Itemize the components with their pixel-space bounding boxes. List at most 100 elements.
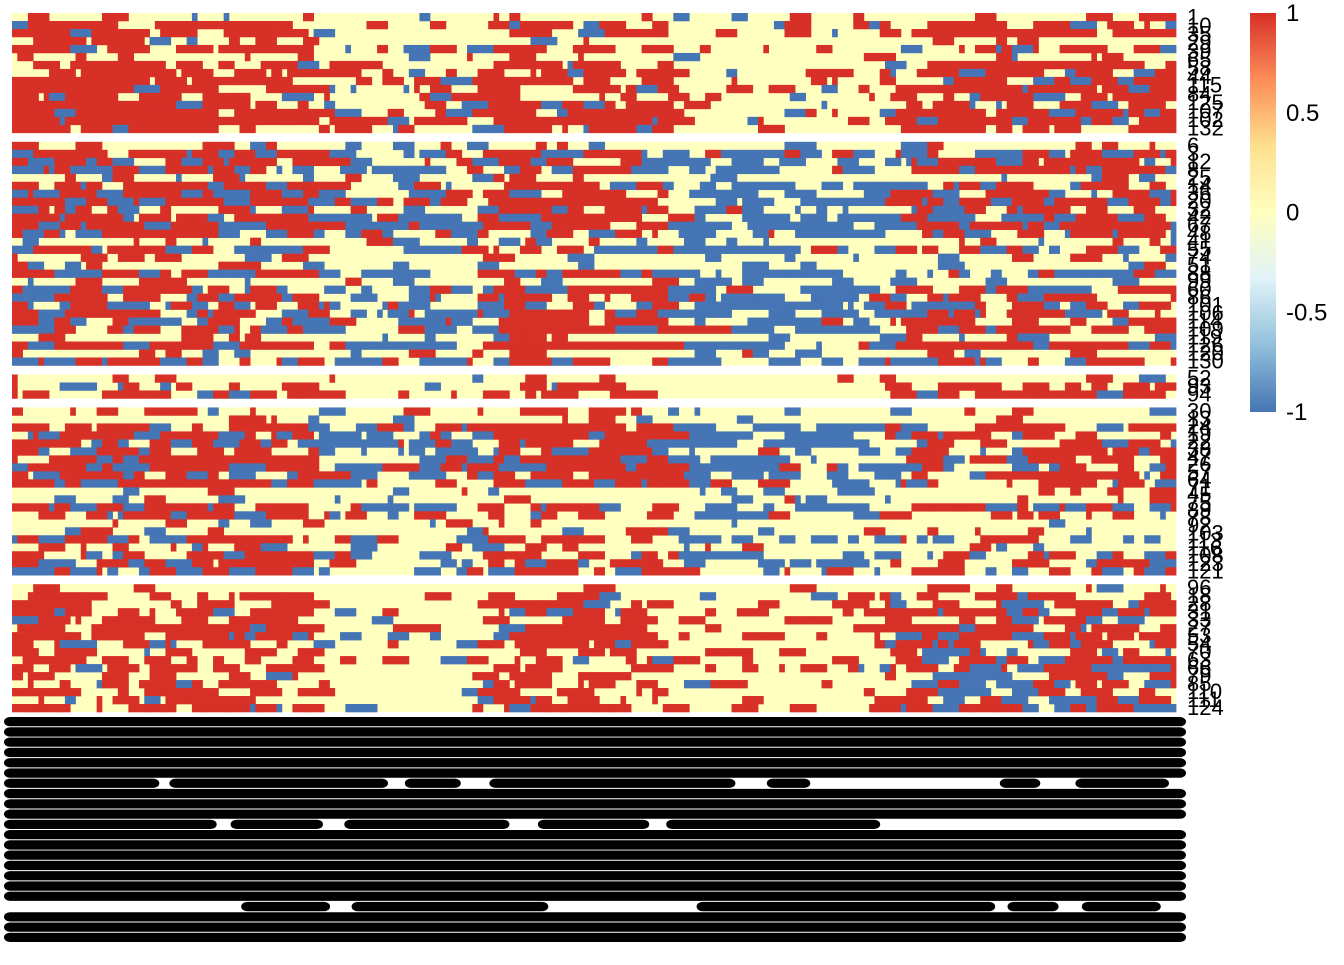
heatmap-cell — [959, 341, 981, 350]
heatmap-cell — [985, 608, 1008, 617]
heatmap-cell — [588, 463, 595, 472]
heatmap-cell — [239, 341, 251, 350]
heatmap-cell — [1123, 253, 1129, 262]
heatmap-cell — [144, 357, 161, 366]
heatmap-cell — [49, 357, 76, 366]
heatmap-cell — [451, 213, 463, 222]
heatmap-cell — [1006, 92, 1034, 102]
heatmap-cell — [932, 36, 944, 46]
heatmap-cell — [482, 527, 489, 536]
heatmap-cell — [895, 285, 907, 294]
heatmap-cell — [535, 245, 542, 254]
heatmap-cell — [1017, 423, 1034, 432]
heatmap-cell — [49, 503, 55, 512]
heatmap-cell — [191, 13, 198, 22]
heatmap-cell — [292, 108, 314, 118]
heatmap-cell — [213, 181, 219, 191]
heatmap-cell — [525, 455, 542, 464]
heatmap-cell — [519, 455, 526, 464]
heatmap-cell — [86, 463, 103, 472]
heatmap-cell — [567, 696, 574, 705]
heatmap-cell — [1054, 124, 1082, 134]
heatmap-cell — [54, 84, 66, 94]
heatmap-cell — [276, 181, 288, 191]
heatmap-cell — [202, 640, 209, 649]
heatmap-cell — [885, 423, 902, 432]
heatmap-cell — [842, 503, 870, 512]
heatmap-row — [38, 333, 1177, 342]
heatmap-cell — [1154, 640, 1166, 649]
heatmap-cell — [64, 696, 76, 705]
heatmap-cell — [858, 487, 875, 496]
heatmap-cell — [906, 309, 928, 318]
heatmap-cell — [207, 213, 219, 222]
heatmap-cell — [398, 325, 404, 334]
heatmap-cell — [1080, 317, 1087, 326]
heatmap-cell — [22, 656, 50, 665]
heatmap-row — [54, 495, 1177, 504]
heatmap-cell — [123, 664, 140, 673]
heatmap-cell — [768, 439, 791, 448]
heatmap-cell — [631, 559, 653, 568]
heatmap-cell — [303, 664, 309, 673]
heatmap-cell — [43, 285, 71, 294]
heatmap-cell — [144, 495, 150, 504]
heatmap-cell — [1107, 84, 1119, 94]
heatmap-cell — [38, 44, 61, 54]
heatmap-cell — [355, 423, 362, 432]
heatmap-cell — [959, 181, 981, 191]
heatmap-cell — [117, 559, 129, 568]
heatmap-cell — [1165, 600, 1172, 609]
column-label — [4, 809, 1186, 819]
heatmap-cell — [70, 44, 98, 54]
heatmap-cell — [54, 495, 71, 504]
heatmap-cell — [519, 333, 547, 342]
row-label: 93 — [1187, 374, 1211, 399]
heatmap-cell — [403, 245, 410, 254]
heatmap-cell — [424, 325, 436, 334]
heatmap-cell — [12, 221, 18, 230]
heatmap-cell — [541, 600, 558, 609]
heatmap-cell — [287, 213, 299, 222]
heatmap-cell — [1117, 229, 1140, 238]
heatmap-cell — [1075, 632, 1103, 641]
heatmap-cell — [810, 76, 828, 86]
heatmap-cell — [133, 325, 161, 334]
heatmap-cell — [1080, 447, 1108, 456]
heatmap-cell — [885, 197, 891, 207]
heatmap-cell — [59, 640, 82, 649]
heatmap-cell — [170, 511, 187, 520]
heatmap-cell — [435, 551, 452, 560]
heatmap-cell — [504, 124, 521, 134]
heatmap-cell — [519, 407, 547, 416]
heatmap-cell — [789, 92, 807, 102]
heatmap-cell — [683, 543, 690, 552]
heatmap-cell — [138, 277, 145, 286]
heatmap-cell — [123, 535, 129, 544]
heatmap-row — [12, 640, 1177, 649]
heatmap-cell — [546, 407, 568, 416]
heatmap-cell — [895, 640, 923, 649]
heatmap-cell — [318, 688, 336, 697]
heatmap-cell — [773, 245, 791, 254]
heatmap-cell — [191, 423, 203, 432]
heatmap-cell — [1160, 431, 1172, 440]
heatmap-cell — [895, 84, 923, 94]
heatmap-cell — [927, 293, 944, 302]
heatmap-cell — [546, 608, 574, 617]
heatmap-cell — [705, 293, 711, 302]
heatmap-cell — [445, 181, 452, 191]
heatmap-cell — [990, 221, 1002, 230]
heatmap-cell — [869, 213, 875, 222]
heatmap-cell — [710, 439, 738, 448]
heatmap-cell — [615, 407, 627, 416]
heatmap-cell — [377, 309, 383, 318]
heatmap-cell — [324, 301, 330, 310]
heatmap-cell — [990, 269, 1002, 278]
heatmap-cell — [49, 455, 66, 464]
heatmap-cell — [943, 92, 955, 102]
heatmap-cell — [1101, 608, 1119, 617]
heatmap-cell — [1059, 221, 1082, 230]
heatmap-cell — [123, 28, 150, 38]
heatmap-cell — [689, 293, 706, 302]
